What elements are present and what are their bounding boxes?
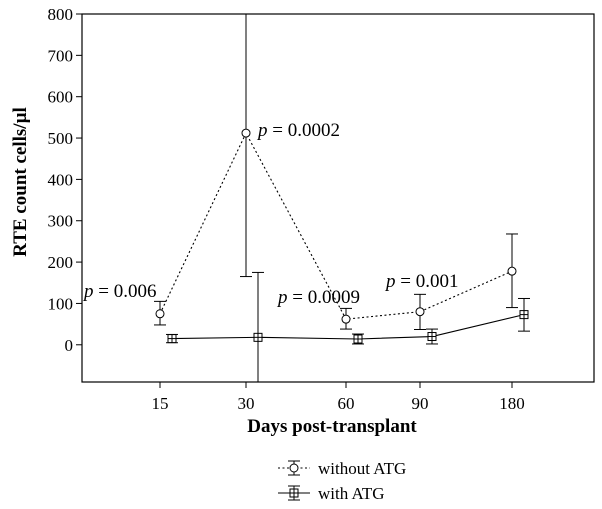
p-value-text: = 0.0009 (288, 287, 360, 308)
plot-frame (82, 14, 594, 382)
y-tick-label: 100 (48, 294, 74, 313)
y-axis-title: RTE count cells/µl (10, 107, 31, 257)
x-tick-label: 30 (238, 394, 255, 413)
p-value-text: = 0.0002 (268, 120, 340, 141)
annotation-layer: p = 0.006 p = 0.0002 p = 0.0009 p = 0.00… (82, 120, 458, 308)
p-value-annotation-30: p = 0.0002 (256, 120, 340, 141)
series-layer (154, 14, 530, 382)
series-without-atg (154, 14, 518, 329)
data-point (428, 333, 436, 341)
legend-marker (290, 464, 298, 472)
p-symbol: p (256, 120, 268, 141)
y-axis: 0 100 200 300 400 500 600 700 800 (48, 5, 83, 355)
p-symbol: p (276, 287, 288, 308)
p-value-annotation-15: p = 0.006 (82, 281, 156, 302)
legend-item: without ATG (278, 459, 406, 478)
x-tick-label: 90 (412, 394, 429, 413)
p-symbol: p (384, 271, 396, 292)
data-point (354, 335, 362, 343)
y-tick-label: 200 (48, 253, 74, 272)
x-tick-label: 15 (152, 394, 169, 413)
p-value-text: = 0.006 (94, 281, 157, 302)
p-value-annotation-60: p = 0.0009 (276, 287, 360, 308)
p-value-annotation-90: p = 0.001 (384, 271, 458, 292)
data-point (242, 129, 250, 137)
legend-item: with ATG (278, 484, 385, 503)
y-tick-label: 500 (48, 129, 74, 148)
data-point (520, 311, 528, 319)
legend-marker (290, 489, 298, 497)
y-tick-label: 700 (48, 46, 74, 65)
data-point (508, 267, 516, 275)
y-tick-label: 800 (48, 5, 74, 24)
x-axis: 15 30 60 90 180 (152, 382, 525, 413)
data-point (416, 308, 424, 316)
x-tick-label: 60 (338, 394, 355, 413)
p-symbol: p (82, 281, 94, 302)
data-point (168, 335, 176, 343)
x-axis-title: Days post-transplant (247, 416, 417, 437)
data-point (156, 310, 164, 318)
y-tick-label: 0 (65, 336, 74, 355)
y-tick-label: 600 (48, 88, 74, 107)
y-tick-label: 400 (48, 170, 74, 189)
legend-label: without ATG (318, 459, 406, 478)
data-point (254, 333, 262, 341)
legend-label: with ATG (318, 484, 385, 503)
y-tick-label: 300 (48, 212, 74, 231)
legend: without ATG with ATG (278, 459, 406, 503)
p-value-text: = 0.001 (396, 271, 459, 292)
x-tick-label: 180 (499, 394, 525, 413)
data-point (342, 315, 350, 323)
